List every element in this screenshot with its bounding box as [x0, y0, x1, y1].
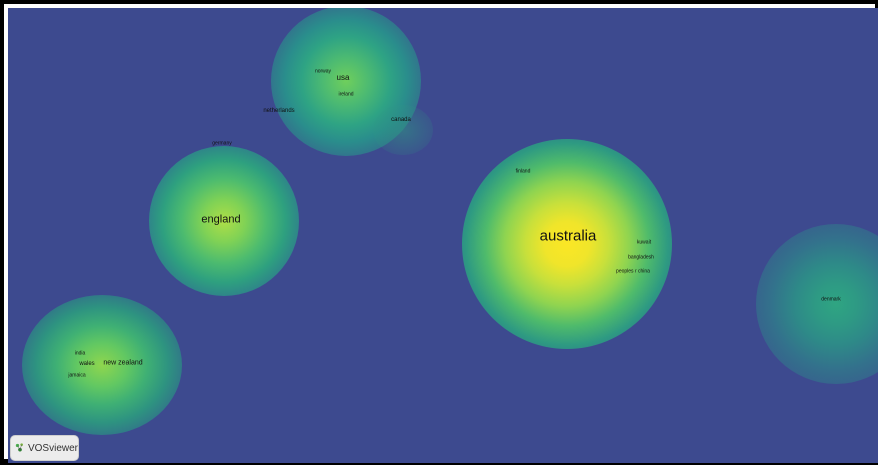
label-kuwait[interactable]: kuwait — [636, 239, 652, 246]
label-denmark[interactable]: denmark — [821, 296, 841, 303]
label-ireland[interactable]: ireland — [338, 91, 354, 98]
label-india[interactable]: india — [74, 350, 86, 357]
label-usa[interactable]: usa — [336, 73, 350, 82]
label-finland[interactable]: finland — [515, 168, 531, 175]
label-canada[interactable]: canada — [391, 117, 411, 123]
label-bangladesh[interactable]: bangladesh — [628, 254, 654, 261]
label-new-zealand[interactable]: new zealand — [103, 359, 143, 367]
density-map[interactable]: norway usa ireland netherlands canada ge… — [8, 8, 878, 463]
vosviewer-label: VOSviewer — [27, 442, 78, 454]
label-australia[interactable]: australia — [539, 227, 597, 245]
label-jamaica[interactable]: jamaica — [68, 372, 86, 379]
label-wales[interactable]: wales — [79, 361, 95, 367]
density-blob-australia — [462, 139, 672, 349]
label-netherlands[interactable]: netherlands — [263, 108, 295, 114]
density-blob-denmark — [756, 224, 878, 384]
density-blob-england — [149, 146, 299, 296]
label-england[interactable]: england — [201, 213, 241, 226]
label-peoples-r-china[interactable]: peoples r china — [616, 268, 650, 275]
density-blob-new-zealand — [22, 295, 182, 435]
label-norway[interactable]: norway — [314, 68, 332, 75]
density-blob-canada — [373, 105, 433, 155]
vosviewer-logo-icon — [15, 443, 23, 452]
label-germany[interactable]: germany — [212, 140, 232, 147]
vosviewer-badge[interactable]: VOSviewer — [10, 435, 79, 461]
